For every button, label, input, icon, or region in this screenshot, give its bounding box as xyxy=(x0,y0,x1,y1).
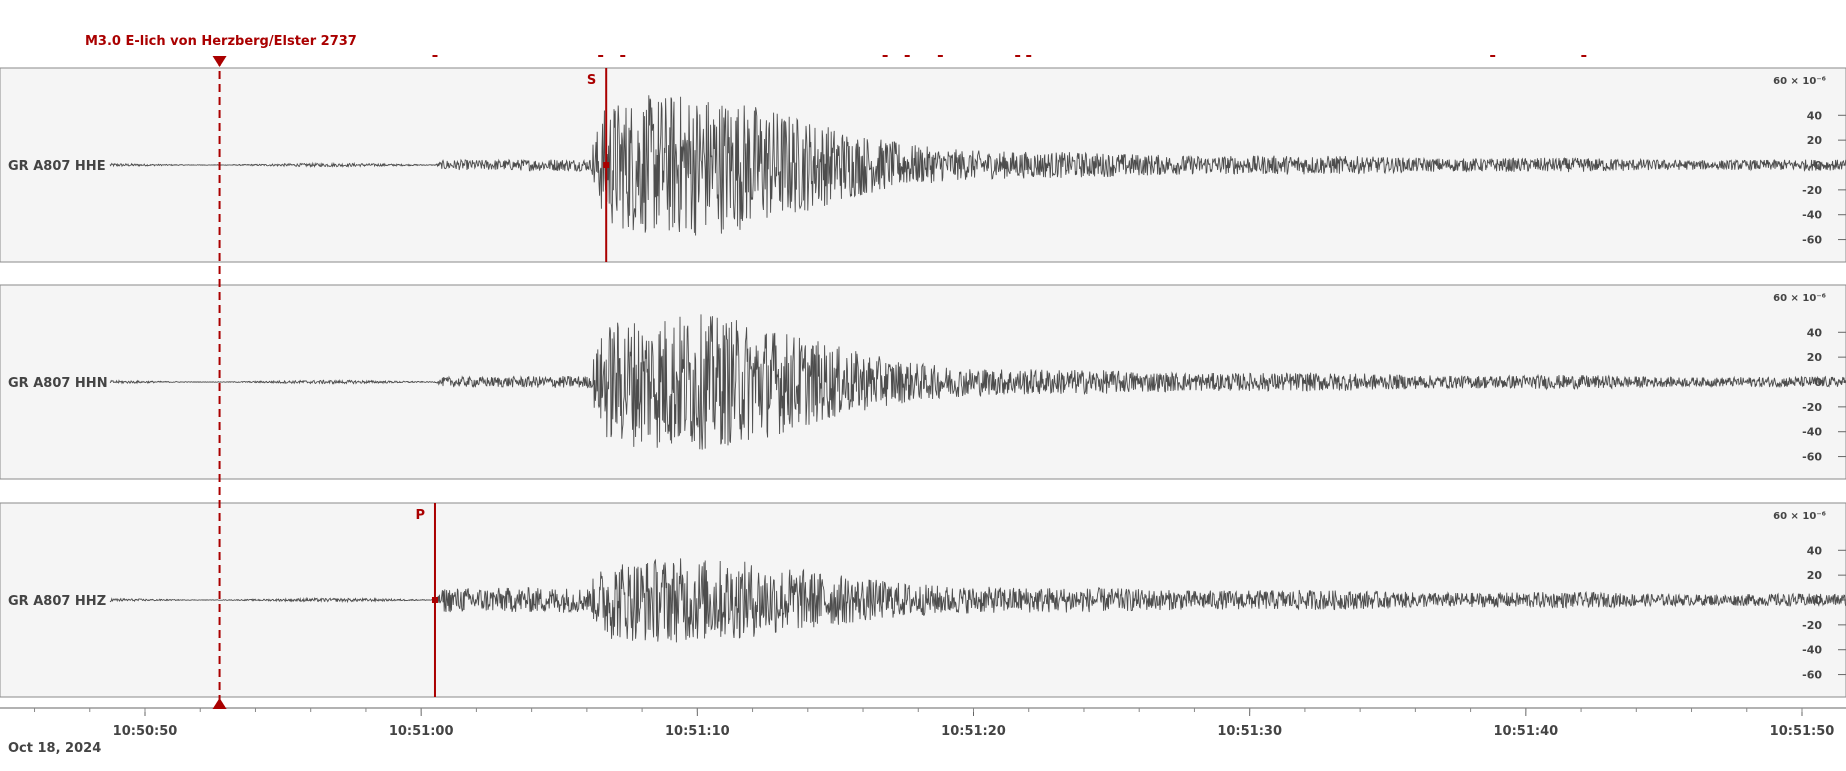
y-tick-label: -40 xyxy=(1802,644,1822,657)
waveform-trace xyxy=(109,314,1846,450)
date-label: Oct 18, 2024 xyxy=(8,741,101,756)
waveform-trace xyxy=(109,95,1846,236)
y-tick-label: -40 xyxy=(1802,209,1822,222)
y-tick-label: -60 xyxy=(1802,234,1822,247)
channel-label[interactable]: GR A807 HHN xyxy=(8,376,108,391)
channel-panel-2: 60 × 10⁻⁶ 40 20 0 -20 -40 -60 GR A807 HHZ P xyxy=(0,502,1846,698)
event-triangle-up-icon xyxy=(212,698,227,709)
y-tick-label: -20 xyxy=(1802,184,1822,197)
x-tick-label: 10:51:20 xyxy=(941,724,1006,739)
y-tick-label: -20 xyxy=(1802,619,1822,632)
y-unit-label: 60 × 10⁻⁶ xyxy=(1773,293,1826,304)
y-unit-label: 60 × 10⁻⁶ xyxy=(1773,511,1826,522)
channel-label[interactable]: GR A807 HHZ xyxy=(8,594,106,609)
x-tick-label: 10:50:50 xyxy=(113,724,178,739)
y-tick-label: 40 xyxy=(1807,109,1823,122)
y-unit-label: 60 × 10⁻⁶ xyxy=(1773,76,1826,87)
y-tick-label: -40 xyxy=(1802,426,1822,439)
x-tick-label: 10:51:10 xyxy=(665,724,730,739)
waveform-trace xyxy=(109,558,1846,643)
y-tick-label: -20 xyxy=(1802,401,1822,414)
y-tick-label: 0 xyxy=(1814,594,1822,607)
event-label[interactable]: M3.0 E-lich von Herzberg/Elster 2737 xyxy=(85,34,357,49)
phase-pick-dot xyxy=(431,597,438,603)
event-triangle-down-icon xyxy=(212,56,227,67)
y-tick-label: 40 xyxy=(1807,544,1823,557)
phase-pick-label: P xyxy=(415,508,425,523)
y-tick-label: -60 xyxy=(1802,451,1822,464)
y-tick-label: 20 xyxy=(1807,134,1823,147)
y-tick-label: 40 xyxy=(1807,326,1823,339)
x-tick-label: 10:51:40 xyxy=(1493,724,1558,739)
y-tick-label: 20 xyxy=(1807,569,1823,582)
phase-pick-dot xyxy=(603,162,610,168)
x-tick-label: 10:51:30 xyxy=(1217,724,1282,739)
phase-pick-label: S xyxy=(587,73,596,88)
channel-label[interactable]: GR A807 HHE xyxy=(8,159,106,174)
x-tick-label: 10:51:00 xyxy=(389,724,454,739)
y-tick-label: 20 xyxy=(1807,351,1823,364)
y-tick-label: -60 xyxy=(1802,669,1822,682)
x-tick-label: 10:51:50 xyxy=(1770,724,1835,739)
